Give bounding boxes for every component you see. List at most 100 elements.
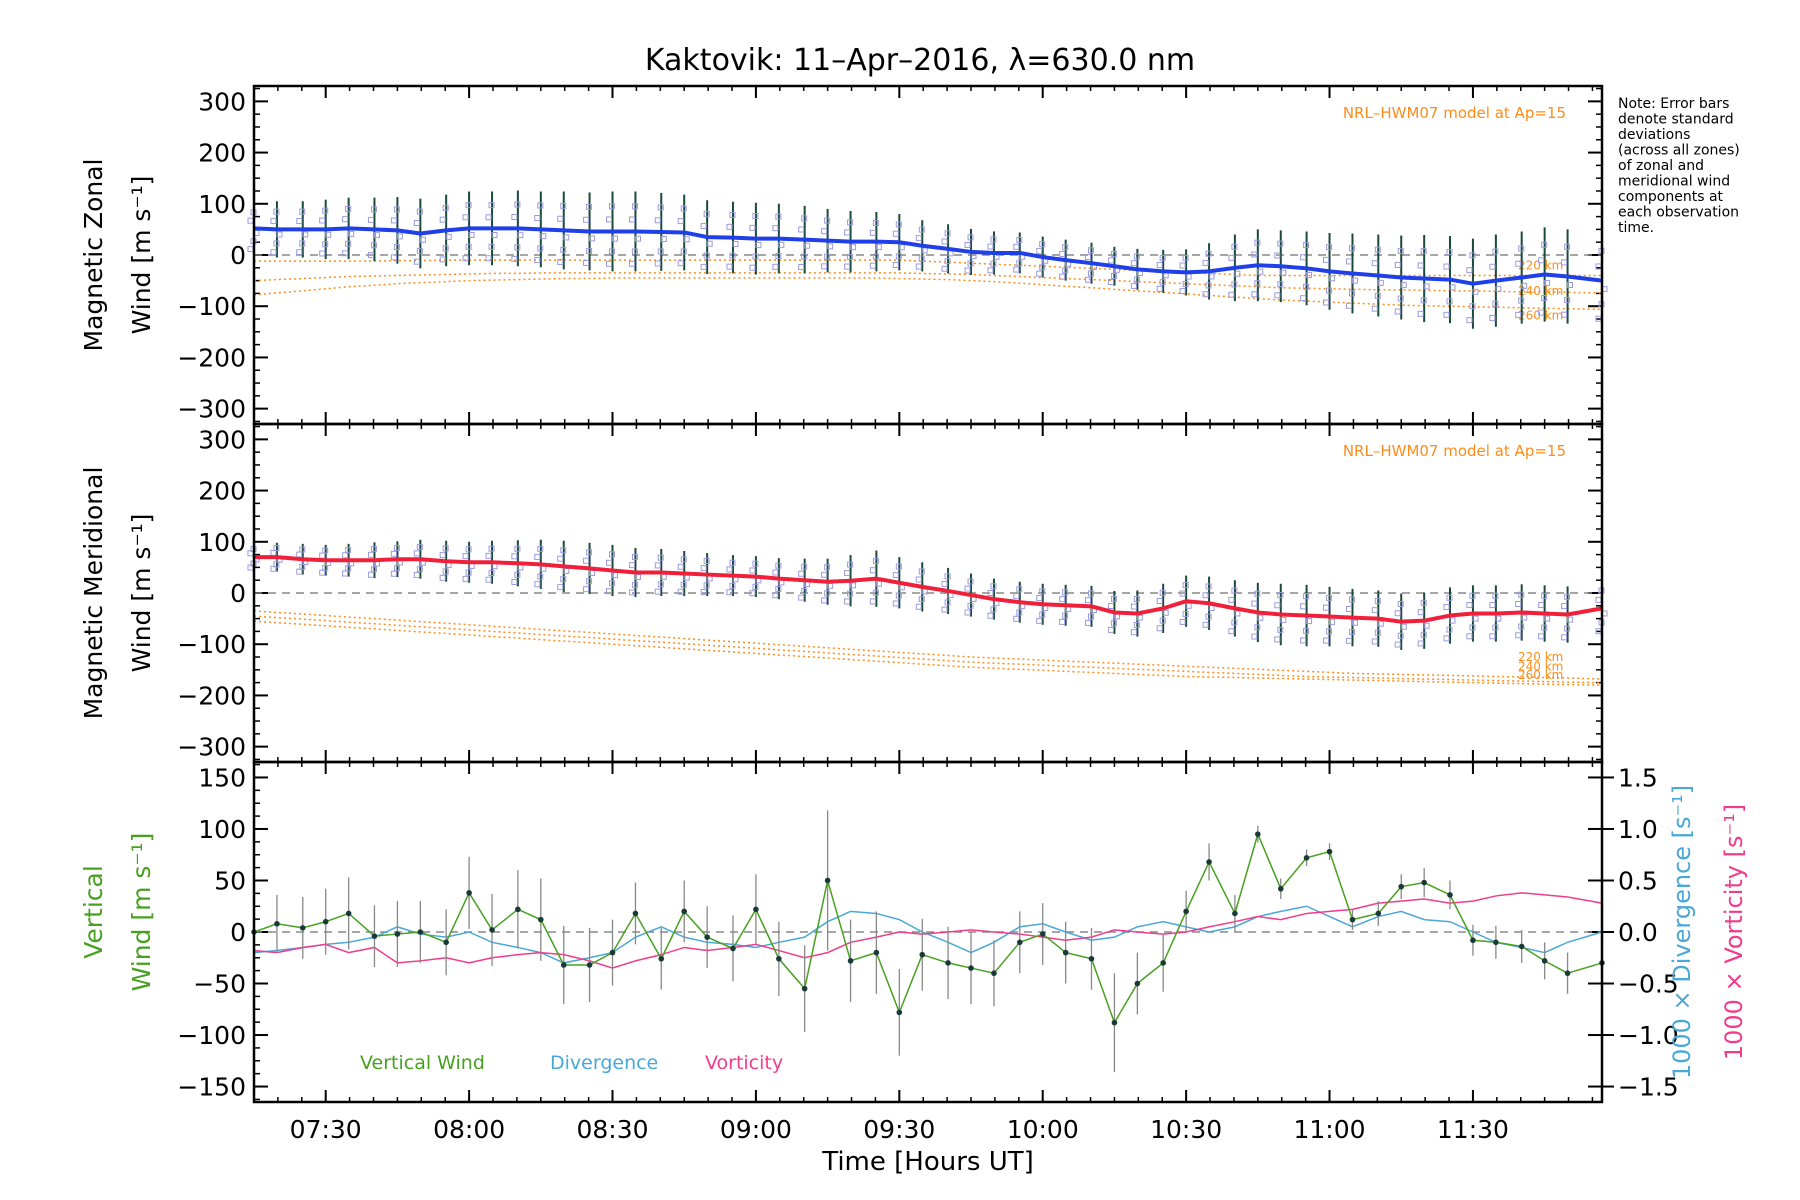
y-axis-label: Wind [m s⁻¹] bbox=[127, 833, 156, 992]
zone-sample-point bbox=[801, 563, 808, 570]
zone-sample-point bbox=[967, 602, 974, 609]
zone-sample-point bbox=[1449, 284, 1456, 291]
zone-sample-point bbox=[439, 552, 446, 559]
zone-sample-point bbox=[1130, 603, 1137, 610]
vertical-wind-point bbox=[681, 908, 688, 915]
model-altitude-label: 220 km bbox=[1518, 650, 1563, 664]
vertical-wind-point bbox=[801, 985, 808, 992]
zone-sample-point bbox=[322, 547, 329, 554]
zone-sample-point bbox=[1561, 603, 1568, 610]
zone-sample-point bbox=[990, 606, 997, 613]
zone-sample-point bbox=[589, 235, 596, 242]
x-tick-label: 11:30 bbox=[1437, 1115, 1509, 1144]
zone-sample-point bbox=[1443, 311, 1450, 318]
zone-sample-point bbox=[1087, 590, 1094, 597]
zone-sample-point bbox=[1062, 244, 1069, 251]
zone-sample-point bbox=[1303, 283, 1310, 290]
zone-sample-point bbox=[1136, 614, 1143, 621]
zone-sample-point bbox=[844, 229, 851, 236]
zone-sample-point bbox=[537, 545, 544, 552]
zone-sample-point bbox=[1518, 623, 1525, 630]
zone-sample-point bbox=[1469, 252, 1476, 259]
zone-sample-point bbox=[557, 584, 564, 591]
zone-sample-point bbox=[367, 551, 374, 558]
zone-sample-point bbox=[1303, 242, 1310, 249]
zone-sample-point bbox=[987, 267, 994, 274]
zone-sample-point bbox=[677, 563, 684, 570]
zone-sample-point bbox=[1016, 609, 1023, 616]
zone-sample-point bbox=[967, 234, 974, 241]
zone-sample-point bbox=[296, 551, 303, 558]
zone-sample-point bbox=[964, 585, 971, 592]
zone-sample-point bbox=[660, 235, 667, 242]
x-tick-label: 07:30 bbox=[290, 1115, 362, 1144]
zone-sample-point bbox=[1394, 261, 1401, 268]
vertical-wind-point bbox=[968, 965, 974, 971]
vertical-wind-point bbox=[609, 949, 616, 956]
zone-sample-point bbox=[1228, 254, 1235, 261]
zone-sample-point bbox=[964, 267, 971, 274]
zone-sample-point bbox=[677, 218, 684, 225]
zone-sample-point bbox=[821, 571, 828, 578]
vertical-wind-point bbox=[1277, 885, 1284, 892]
zone-sample-point bbox=[1059, 596, 1066, 603]
zone-sample-point bbox=[1277, 281, 1284, 288]
zone-sample-point bbox=[964, 609, 971, 616]
zone-sample-point bbox=[775, 253, 782, 260]
zone-sample-point bbox=[844, 598, 851, 605]
zone-sample-point bbox=[442, 568, 449, 575]
zone-sample-point bbox=[944, 230, 951, 237]
zone-sample-point bbox=[847, 254, 854, 261]
vertical-wind-point bbox=[1183, 908, 1189, 915]
zone-sample-point bbox=[1518, 591, 1525, 598]
zone-sample-point bbox=[1016, 586, 1023, 593]
vertical-wind-point bbox=[586, 962, 593, 968]
zone-sample-point bbox=[1348, 628, 1355, 635]
zone-sample-point bbox=[1179, 618, 1186, 625]
zone-sample-point bbox=[299, 546, 306, 553]
y2-tick-label: −1.0 bbox=[1618, 1021, 1679, 1050]
zone-sample-point bbox=[1182, 610, 1189, 617]
zone-sample-point bbox=[1489, 633, 1496, 640]
vertical-wind-point bbox=[1134, 980, 1141, 987]
zone-sample-point bbox=[918, 226, 925, 233]
meridional-wind-panel: 300 200 100 0 −100 −200 −300 Magnetic Meridiona… bbox=[79, 422, 1608, 764]
zone-sample-point bbox=[967, 260, 974, 267]
y-tick-label: 300 bbox=[198, 425, 246, 454]
zone-sample-point bbox=[1156, 625, 1163, 632]
zone-sample-point bbox=[1107, 279, 1114, 286]
zone-sample-point bbox=[1348, 596, 1355, 603]
zone-sample-point bbox=[373, 232, 380, 239]
zone-sample-point bbox=[657, 204, 664, 211]
zone-sample-point bbox=[1110, 620, 1117, 627]
zone-sample-point bbox=[370, 566, 377, 573]
zone-sample-point bbox=[990, 260, 997, 267]
vertical-wind-point bbox=[1447, 892, 1453, 898]
x-tick-label: 10:00 bbox=[1007, 1115, 1079, 1144]
zone-sample-point bbox=[247, 217, 254, 224]
zone-sample-point bbox=[657, 581, 664, 588]
model-altitude-label: 260 km bbox=[1518, 668, 1563, 682]
zone-sample-point bbox=[1417, 609, 1424, 616]
x-tick-label: 08:00 bbox=[433, 1115, 505, 1144]
zone-sample-point bbox=[514, 201, 521, 208]
zone-sample-point bbox=[1443, 635, 1450, 642]
x-tick-label: 08:30 bbox=[576, 1115, 648, 1144]
zone-sample-point bbox=[844, 263, 851, 270]
zone-sample-point bbox=[1182, 582, 1189, 589]
zone-sample-point bbox=[987, 590, 994, 596]
zone-sample-point bbox=[273, 208, 280, 215]
zone-sample-point bbox=[804, 242, 811, 249]
zone-sample-point bbox=[798, 594, 805, 601]
vertical-wind-point bbox=[1232, 910, 1238, 917]
zone-sample-point bbox=[1228, 291, 1235, 298]
zone-sample-point bbox=[749, 224, 756, 231]
zone-sample-point bbox=[1130, 629, 1137, 636]
zone-sample-point bbox=[1374, 597, 1381, 604]
zone-sample-point bbox=[726, 223, 733, 230]
y2-tick-label: 1.0 bbox=[1618, 815, 1658, 844]
zone-sample-point bbox=[1013, 615, 1020, 622]
zone-sample-point bbox=[325, 231, 332, 238]
vertical-wind-point bbox=[394, 931, 401, 937]
y-tick-label: −300 bbox=[177, 395, 246, 424]
